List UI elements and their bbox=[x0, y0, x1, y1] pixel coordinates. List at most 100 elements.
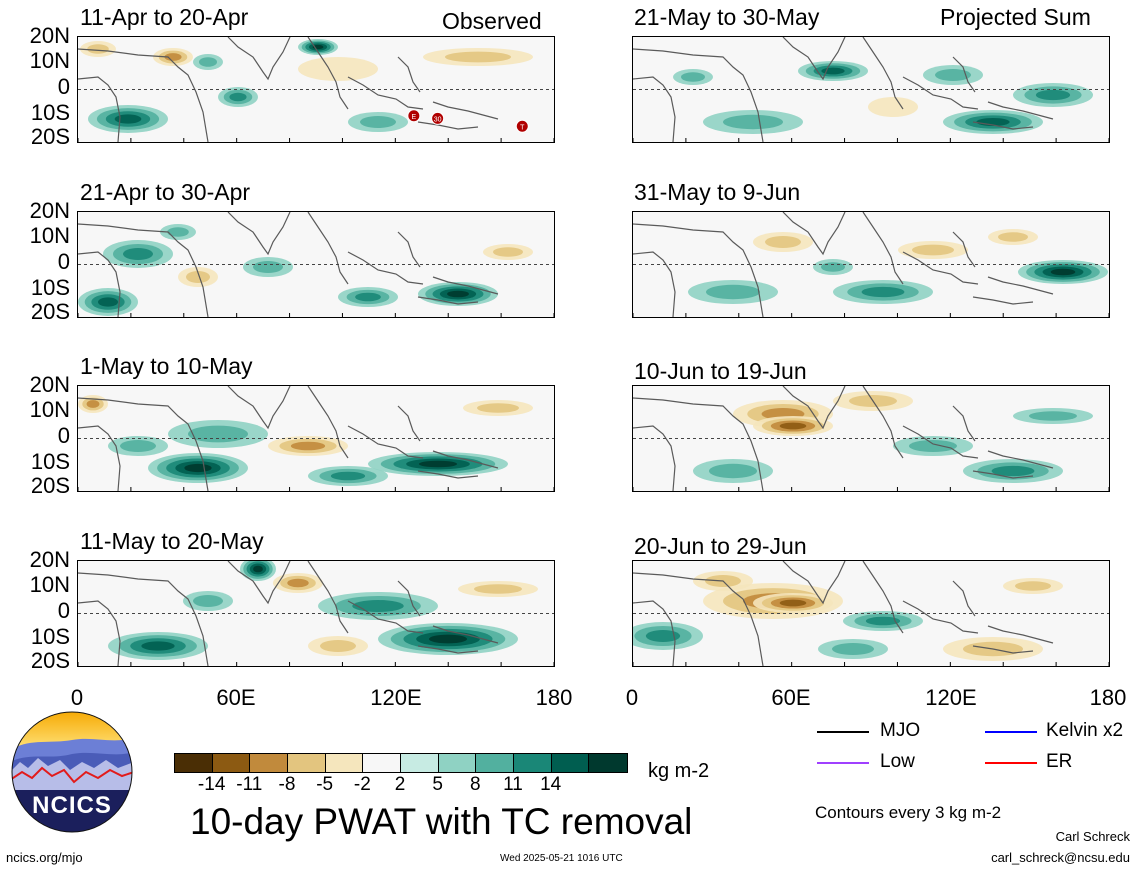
logo-text: NCICS bbox=[32, 792, 112, 819]
coastline bbox=[862, 37, 904, 110]
lat-label-0-row1: 0 bbox=[57, 74, 70, 99]
moist-anomaly bbox=[184, 463, 212, 473]
dry-anomaly bbox=[298, 57, 378, 81]
coastline bbox=[307, 561, 349, 634]
lat-label-20s-row4: 20S bbox=[30, 648, 70, 673]
coastline bbox=[397, 231, 421, 268]
coastline bbox=[633, 600, 676, 666]
moist-anomaly bbox=[706, 284, 760, 300]
svg-text:E: E bbox=[412, 114, 417, 121]
moist-anomaly bbox=[229, 92, 247, 102]
moist-anomaly bbox=[645, 630, 681, 642]
pwat-map-3 bbox=[78, 386, 554, 491]
colorbar-label: 8 bbox=[470, 774, 481, 795]
moist-anomaly bbox=[428, 634, 468, 644]
lat-label-0-row2: 0 bbox=[57, 249, 70, 274]
dry-anomaly bbox=[164, 53, 182, 61]
dry-anomaly bbox=[779, 422, 807, 430]
legend-label-low: Low bbox=[880, 751, 915, 772]
colorbar-cell bbox=[551, 754, 590, 772]
pwat-map-8 bbox=[633, 561, 1109, 666]
svg-text:30: 30 bbox=[434, 116, 442, 123]
map-panel-5 bbox=[632, 36, 1110, 143]
coastline bbox=[952, 580, 976, 617]
map-panel-8 bbox=[632, 560, 1110, 667]
moist-anomaly bbox=[253, 565, 263, 573]
coastline bbox=[902, 251, 979, 285]
coastline bbox=[987, 101, 1054, 120]
moist-anomaly bbox=[188, 425, 248, 443]
dry-anomaly bbox=[86, 400, 100, 408]
lon-label-180-right: 180 bbox=[1089, 685, 1127, 710]
coastline bbox=[417, 645, 479, 654]
moist-anomaly bbox=[861, 286, 905, 298]
coastline bbox=[782, 561, 846, 605]
coastline bbox=[432, 450, 499, 469]
coastline bbox=[952, 56, 976, 93]
lat-label-20n-row2: 20N bbox=[29, 198, 70, 223]
svg-text:T: T bbox=[520, 124, 525, 131]
colorbar-label: -11 bbox=[236, 774, 263, 795]
coastline bbox=[78, 251, 121, 317]
colorbar-label: 5 bbox=[432, 774, 443, 795]
coastline bbox=[78, 425, 121, 491]
moist-anomaly bbox=[120, 440, 156, 452]
coastline bbox=[633, 76, 676, 142]
contour-note: Contours every 3 kg m-2 bbox=[815, 803, 1002, 822]
coastline bbox=[432, 101, 499, 120]
legend-label-mjo: MJO bbox=[880, 720, 921, 741]
coastline bbox=[987, 276, 1054, 295]
coastline bbox=[397, 56, 421, 93]
moist-anomaly bbox=[193, 595, 223, 607]
coastline bbox=[78, 48, 209, 142]
coastline bbox=[633, 48, 764, 142]
colorbar-label: -2 bbox=[353, 774, 371, 795]
map-panel-6 bbox=[632, 211, 1110, 318]
dry-anomaly bbox=[477, 403, 519, 413]
projected-sum-label: Projected Sum bbox=[940, 4, 1091, 30]
coastline bbox=[347, 600, 424, 634]
colorbar-label: -14 bbox=[197, 774, 226, 795]
lat-label-0-row4: 0 bbox=[57, 598, 70, 623]
coastline bbox=[633, 425, 676, 491]
coastline bbox=[417, 121, 479, 130]
moist-anomaly bbox=[418, 460, 458, 468]
colorbar-label: 2 bbox=[394, 774, 406, 795]
footer-email: carl_schreck@ncsu.edu bbox=[991, 850, 1130, 865]
map-panel-2 bbox=[77, 211, 555, 318]
lon-label-120e-left: 120E bbox=[370, 685, 422, 710]
dry-anomaly bbox=[474, 584, 522, 594]
coastline bbox=[432, 625, 499, 644]
colorbar-cell bbox=[476, 754, 514, 772]
panel-title-8: 20-Jun to 29-Jun bbox=[634, 533, 807, 559]
dry-anomaly bbox=[290, 441, 326, 451]
pwat-map-5 bbox=[633, 37, 1109, 142]
coastline bbox=[307, 212, 349, 285]
coastline bbox=[417, 296, 479, 305]
colorbar-label: 14 bbox=[540, 774, 562, 795]
legend-label-kelvin: Kelvin x2 bbox=[1046, 720, 1124, 741]
coastline bbox=[227, 386, 291, 430]
coastline bbox=[972, 645, 1034, 654]
lat-label-20n-row4: 20N bbox=[29, 547, 70, 572]
moist-anomaly bbox=[447, 290, 469, 298]
moist-anomaly bbox=[199, 57, 217, 67]
coastline bbox=[782, 212, 846, 256]
lon-label-60e-left: 60E bbox=[216, 685, 256, 710]
coastline bbox=[862, 212, 904, 285]
moist-anomaly bbox=[114, 114, 142, 124]
coastline bbox=[633, 251, 676, 317]
footer-url: ncics.org/mjo bbox=[6, 850, 83, 865]
lat-label-10n-row2: 10N bbox=[29, 223, 70, 248]
coastline bbox=[347, 76, 424, 110]
coastline bbox=[432, 276, 499, 295]
colorbar bbox=[174, 753, 628, 773]
colorbar-cell bbox=[325, 754, 364, 772]
colorbar-cell bbox=[589, 754, 627, 772]
colorbar-cell bbox=[514, 754, 552, 772]
colorbar-cell bbox=[175, 754, 213, 772]
lon-label-120e-right: 120E bbox=[925, 685, 977, 710]
dry-anomaly bbox=[320, 640, 356, 652]
legend-line-kelvin bbox=[985, 731, 1037, 733]
coastline bbox=[987, 450, 1054, 469]
